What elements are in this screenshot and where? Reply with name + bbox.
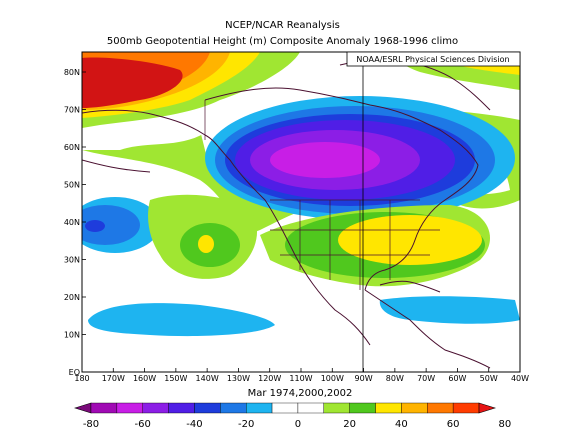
lon-tick-label: 100W <box>321 374 344 383</box>
lon-tick-label: 140W <box>196 374 219 383</box>
credit-box <box>346 51 521 67</box>
lat-tick-label: 10N <box>64 331 80 340</box>
longitude-axis: 180 170W 160W 150W 140W 130W 120W 110W 100W 90W 80… <box>74 368 529 383</box>
colorbar-segment <box>323 402 350 414</box>
colorbar-segment <box>142 402 169 414</box>
lon-tick-label: 70W <box>417 374 435 383</box>
lat-tick-label: 70N <box>64 106 80 115</box>
lat-tick-label: 40N <box>64 218 80 227</box>
colorbar-tick-label: 20 <box>343 419 356 430</box>
lon-tick-label: 180 <box>74 374 89 383</box>
colorbar-segment <box>401 402 428 414</box>
colorbar-tick-label: -60 <box>135 419 151 430</box>
colorbar-tick-label: -40 <box>186 419 202 430</box>
lon-tick-label: 150W <box>164 374 187 383</box>
lon-tick-label: 90W <box>355 374 373 383</box>
credit-text: NOAA/ESRL Physical Sciences Division <box>356 55 509 64</box>
colorbar-segment <box>116 402 143 414</box>
lon-tick-label: 130W <box>227 374 250 383</box>
lat-tick-label: EQ <box>69 368 80 377</box>
coastlines <box>82 58 491 369</box>
colorbar-tick-label: 60 <box>447 419 460 430</box>
colorbar-high-arrow <box>478 402 497 414</box>
chart-subtitle: 500mb Geopotential Height (m) Composite … <box>106 36 459 47</box>
anomaly-field <box>82 52 520 372</box>
lon-tick-label: 110W <box>289 374 312 383</box>
lon-tick-label: 120W <box>258 374 281 383</box>
colorbar-low-arrow <box>73 402 92 414</box>
lon-tick-label: 60W <box>448 374 466 383</box>
lon-tick-label: 50W <box>480 374 498 383</box>
colorbar <box>73 402 497 414</box>
colorbar-tick-label: 0 <box>295 419 301 430</box>
colorbar-segment <box>297 402 324 414</box>
colorbar-segment <box>220 402 247 414</box>
chart-title: NCEP/NCAR Reanalysis <box>225 20 340 31</box>
political-boundaries <box>204 100 440 290</box>
dates-label: Mar 1974,2000,2002 <box>248 388 353 399</box>
lon-tick-label: 160W <box>133 374 156 383</box>
colorbar-segment <box>168 402 195 414</box>
colorbar-segment <box>90 402 118 414</box>
colorbar-segment <box>452 402 480 414</box>
lat-tick-label: 30N <box>64 256 80 265</box>
colorbar-tick-label: 80 <box>498 419 511 430</box>
colorbar-ticks: -80 -60 -40 -20 0 20 40 60 80 <box>83 419 511 430</box>
colorbar-segment <box>349 402 376 414</box>
colorbar-segment <box>427 402 454 414</box>
colorbar-segment <box>245 402 273 414</box>
colorbar-tick-label: 40 <box>395 419 408 430</box>
colorbar-tick-label: -20 <box>238 419 254 430</box>
lon-tick-label: 40W <box>511 374 529 383</box>
colorbar-segment <box>375 402 402 414</box>
lon-tick-label: 170W <box>102 374 125 383</box>
lat-tick-label: 80N <box>64 68 80 77</box>
lon-tick-label: 80W <box>386 374 404 383</box>
colorbar-segment <box>194 402 221 414</box>
colorbar-tick-label: -80 <box>83 419 99 430</box>
latitude-axis: 80N 70N 60N 50N 40N 30N 20N 10N EQ <box>64 68 86 377</box>
lat-tick-label: 60N <box>64 143 80 152</box>
lat-tick-label: 20N <box>64 293 80 302</box>
colorbar-segment <box>271 402 299 414</box>
lat-tick-label: 50N <box>64 181 80 190</box>
